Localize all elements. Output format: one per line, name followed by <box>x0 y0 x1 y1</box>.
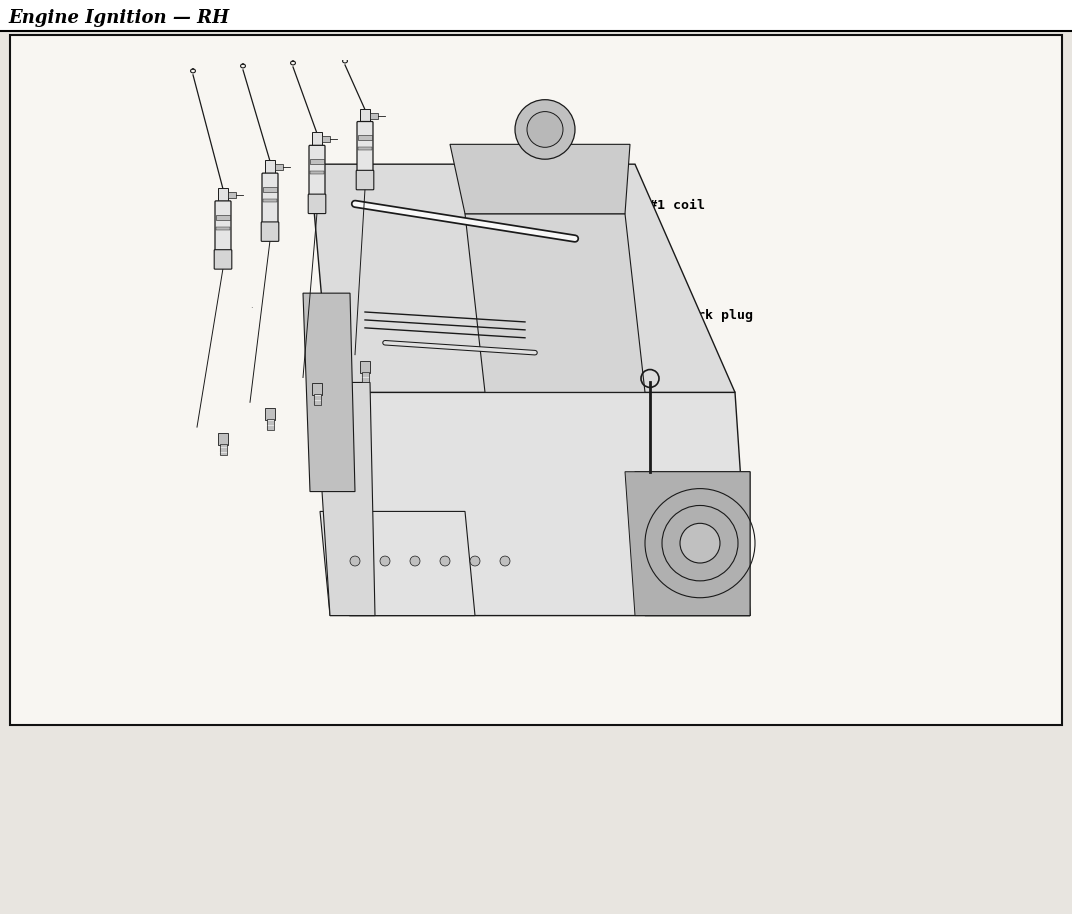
Bar <box>358 147 372 150</box>
Polygon shape <box>635 472 750 616</box>
FancyBboxPatch shape <box>215 201 230 252</box>
Polygon shape <box>330 392 750 616</box>
Bar <box>265 409 276 420</box>
Circle shape <box>500 556 510 566</box>
Bar <box>361 371 369 382</box>
Bar <box>267 420 273 430</box>
Bar <box>310 171 324 174</box>
Circle shape <box>515 100 575 159</box>
Polygon shape <box>625 472 750 616</box>
Bar <box>360 109 370 122</box>
Bar <box>10 35 1062 725</box>
Polygon shape <box>450 144 630 214</box>
FancyBboxPatch shape <box>262 222 279 241</box>
Text: cylinder #1 coil: cylinder #1 coil <box>494 198 705 254</box>
FancyBboxPatch shape <box>262 173 278 225</box>
Bar <box>263 199 277 202</box>
Polygon shape <box>465 214 645 392</box>
Bar <box>220 444 226 455</box>
Bar <box>215 227 230 229</box>
Bar <box>370 112 378 119</box>
Bar <box>276 165 283 170</box>
Circle shape <box>680 524 720 563</box>
Bar <box>263 187 277 192</box>
Text: cylinder #1 spark plug: cylinder #1 spark plug <box>494 308 753 360</box>
Circle shape <box>470 556 480 566</box>
Bar <box>218 188 228 202</box>
FancyBboxPatch shape <box>214 250 232 269</box>
Text: .: . <box>250 301 253 310</box>
Bar <box>265 160 276 174</box>
Circle shape <box>379 556 390 566</box>
FancyBboxPatch shape <box>309 145 325 197</box>
Bar <box>0 0 1072 32</box>
Circle shape <box>349 556 360 566</box>
Polygon shape <box>315 382 375 616</box>
Bar <box>218 433 228 445</box>
Circle shape <box>440 556 450 566</box>
Bar <box>358 135 372 141</box>
Polygon shape <box>310 165 735 392</box>
Bar <box>228 192 236 198</box>
FancyBboxPatch shape <box>309 194 326 214</box>
Polygon shape <box>303 293 355 492</box>
Bar <box>310 159 324 165</box>
Polygon shape <box>321 512 475 616</box>
Circle shape <box>410 556 420 566</box>
Text: Engine Ignition — RH: Engine Ignition — RH <box>8 9 229 27</box>
Bar <box>360 361 370 373</box>
Bar <box>322 136 330 143</box>
Bar <box>312 133 322 146</box>
FancyBboxPatch shape <box>356 170 374 190</box>
Bar <box>312 384 322 396</box>
Bar <box>215 215 230 219</box>
Bar <box>313 394 321 405</box>
Circle shape <box>527 112 563 147</box>
FancyBboxPatch shape <box>357 122 373 173</box>
